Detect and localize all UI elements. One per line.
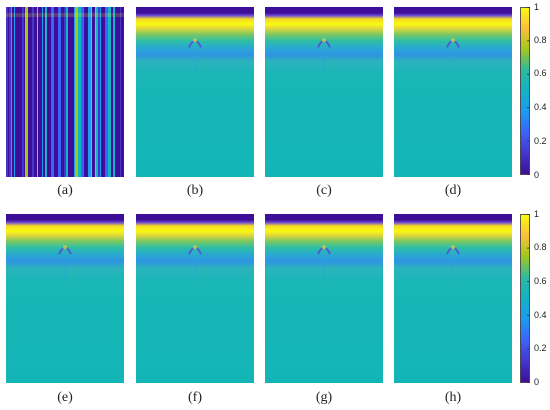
caption-h: (h): [444, 390, 462, 405]
caption-f: (f): [188, 390, 202, 405]
colorbar-bottom-tick-0.6: 0.6: [534, 276, 547, 286]
caption-a: (a): [57, 183, 73, 198]
colorbar-top-tick-0.2: 0.2: [534, 136, 547, 146]
caption-d: (d): [444, 183, 462, 198]
colorbar-bottom-tick-0.4: 0.4: [534, 310, 547, 320]
colorbar-top-tick-1: 1: [534, 2, 540, 12]
caption-e: (e): [57, 390, 73, 405]
colorbar-bottom-tick-0.8: 0.8: [534, 242, 547, 252]
colorbar-bottom-tick-0: 0: [534, 377, 540, 387]
caption-b: (b): [186, 183, 204, 198]
panel-g: [265, 214, 383, 383]
caption-c: (c): [316, 183, 332, 198]
panel-a: [6, 7, 124, 177]
panel-h: [394, 214, 512, 383]
caption-g: (g): [315, 390, 333, 405]
colorbar-top: [520, 7, 530, 180]
colorbar-top-tick-0: 0: [534, 170, 540, 180]
colorbar-top-tick-0.8: 0.8: [534, 35, 547, 45]
colorbar-top-tick-0.4: 0.4: [534, 102, 547, 112]
panel-b: [136, 7, 254, 177]
panel-c: [265, 7, 383, 177]
colorbar-bottom-tick-0.2: 0.2: [534, 343, 547, 353]
panel-e: [6, 214, 124, 383]
panel-f: [136, 214, 254, 383]
panel-d: [394, 7, 512, 177]
colorbar-bottom: [520, 214, 530, 388]
colorbar-bottom-tick-1: 1: [534, 209, 540, 219]
colorbar-top-tick-0.6: 0.6: [534, 68, 547, 78]
